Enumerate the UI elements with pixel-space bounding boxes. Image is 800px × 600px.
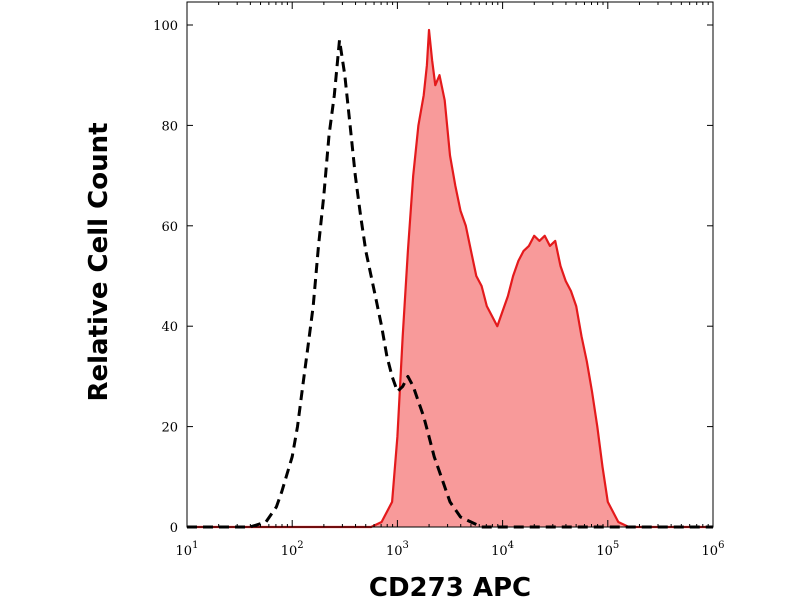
plot-frame bbox=[186, 1, 714, 528]
y-tick-label: 80 bbox=[161, 119, 178, 134]
x-tick-label: 102 bbox=[281, 540, 304, 559]
stained-histogram-fill bbox=[187, 30, 713, 527]
y-tick-label: 0 bbox=[170, 521, 178, 536]
x-tick-base: 10 bbox=[386, 544, 403, 559]
y-axis-title: Relative Cell Count bbox=[84, 122, 114, 401]
x-tick-exponent: 2 bbox=[297, 540, 303, 551]
y-tick-label: 40 bbox=[161, 320, 178, 335]
x-tick-base: 10 bbox=[176, 544, 193, 559]
stained-histogram-line bbox=[187, 28, 713, 529]
x-tick-exponent: 3 bbox=[402, 540, 408, 551]
x-tick-base: 10 bbox=[702, 544, 719, 559]
x-tick-label: 105 bbox=[596, 540, 619, 559]
x-tick-base: 10 bbox=[281, 544, 298, 559]
x-axis-title: CD273 APC bbox=[369, 573, 531, 600]
x-tick-exponent: 6 bbox=[718, 540, 724, 551]
x-tick-label: 101 bbox=[176, 540, 199, 559]
control-histogram-line bbox=[187, 38, 713, 529]
x-tick-exponent: 4 bbox=[508, 540, 514, 551]
plot-area bbox=[187, 28, 713, 529]
x-tick-base: 10 bbox=[491, 544, 508, 559]
x-tick-label: 103 bbox=[386, 540, 409, 559]
x-tick-exponent: 1 bbox=[192, 540, 198, 551]
x-tick-exponent: 5 bbox=[613, 540, 619, 551]
y-tick-label: 60 bbox=[161, 220, 178, 235]
y-tick-label: 20 bbox=[161, 421, 178, 436]
x-tick-base: 10 bbox=[596, 544, 613, 559]
x-tick-label: 106 bbox=[702, 540, 725, 559]
y-tick-label: 100 bbox=[153, 19, 178, 34]
x-tick-label: 104 bbox=[491, 540, 514, 559]
